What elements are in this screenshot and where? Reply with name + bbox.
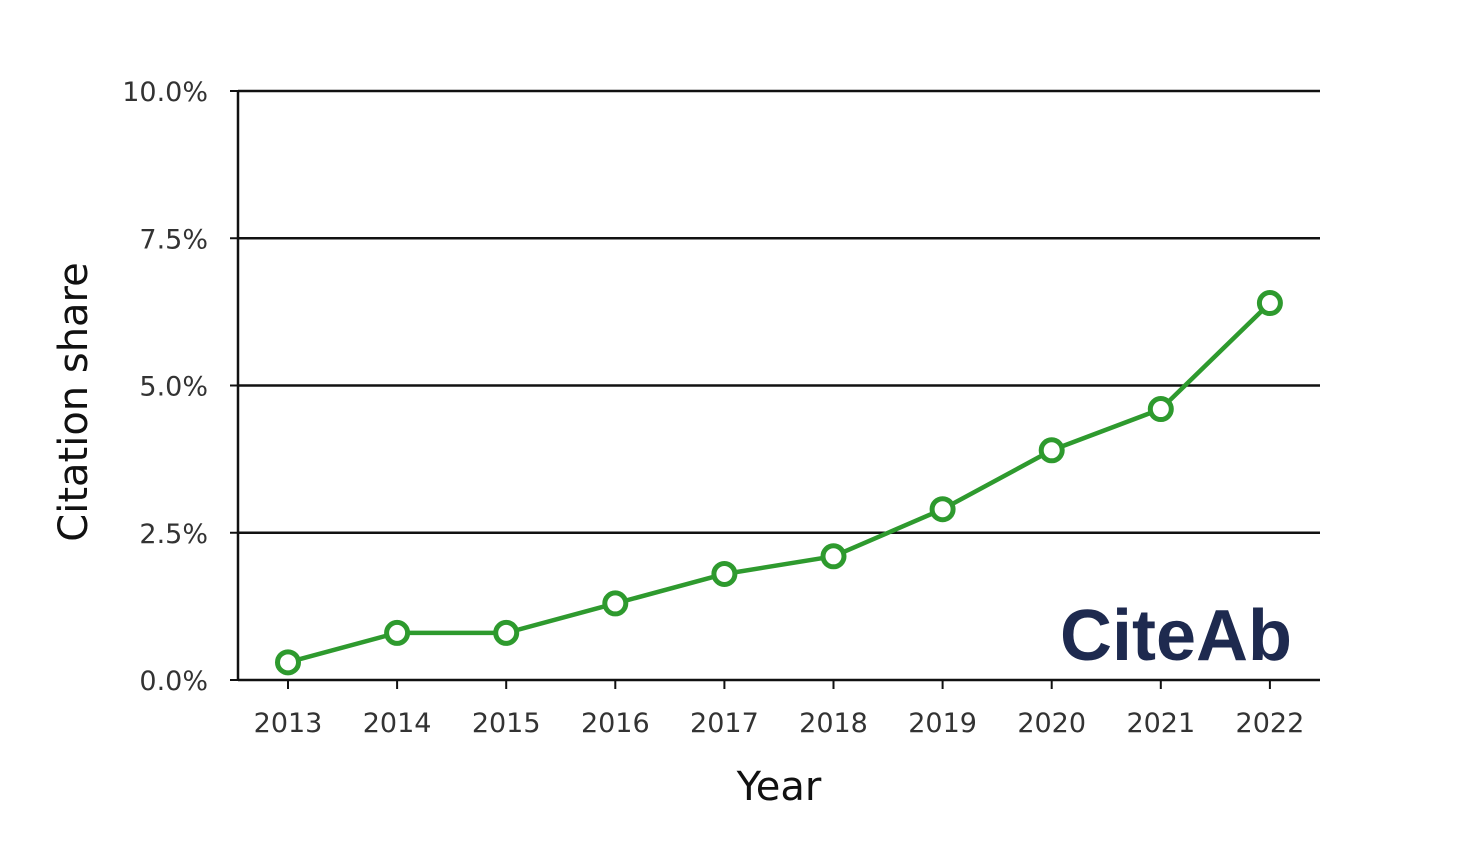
y-tick-labels: 0.0% 2.5% 5.0% 7.5% 10.0% bbox=[122, 77, 208, 697]
x-tick-label: 2017 bbox=[690, 708, 759, 739]
x-tick-label: 2018 bbox=[799, 708, 868, 739]
y-tick-label: 5.0% bbox=[139, 372, 208, 403]
data-point bbox=[1038, 437, 1065, 464]
data-point bbox=[493, 619, 520, 646]
x-tick-label: 2013 bbox=[254, 708, 323, 739]
series-line bbox=[287, 301, 1272, 665]
y-tick-label: 2.5% bbox=[139, 519, 208, 550]
y-tick-label: 7.5% bbox=[139, 224, 208, 255]
x-tick-label: 2020 bbox=[1017, 708, 1086, 739]
x-tick-labels: 2013 2014 2015 2016 2017 2018 2019 2020 2021 2022 bbox=[254, 708, 1305, 739]
grid-lines bbox=[238, 89, 1320, 534]
y-tick-label: 10.0% bbox=[122, 77, 208, 108]
y-axis-title: Citation share bbox=[51, 262, 97, 541]
x-tick-label: 2015 bbox=[472, 708, 541, 739]
x-tick-label: 2022 bbox=[1236, 708, 1305, 739]
data-point bbox=[275, 649, 301, 676]
series-group bbox=[275, 290, 1283, 676]
x-tick-label: 2016 bbox=[581, 708, 650, 739]
data-point bbox=[602, 590, 629, 617]
data-point bbox=[1147, 396, 1174, 423]
data-point bbox=[711, 560, 738, 587]
x-axis-title: Year bbox=[736, 764, 822, 810]
axes bbox=[230, 90, 1320, 689]
data-point bbox=[1256, 290, 1283, 317]
data-point bbox=[820, 543, 847, 570]
x-tick-label: 2014 bbox=[363, 708, 432, 739]
data-point bbox=[384, 619, 411, 646]
x-tick-label: 2019 bbox=[908, 708, 977, 739]
data-point bbox=[929, 496, 956, 523]
y-tick-label: 0.0% bbox=[139, 666, 208, 697]
x-tick-label: 2021 bbox=[1126, 708, 1195, 739]
brand-logo: CiteAb bbox=[1060, 596, 1292, 676]
